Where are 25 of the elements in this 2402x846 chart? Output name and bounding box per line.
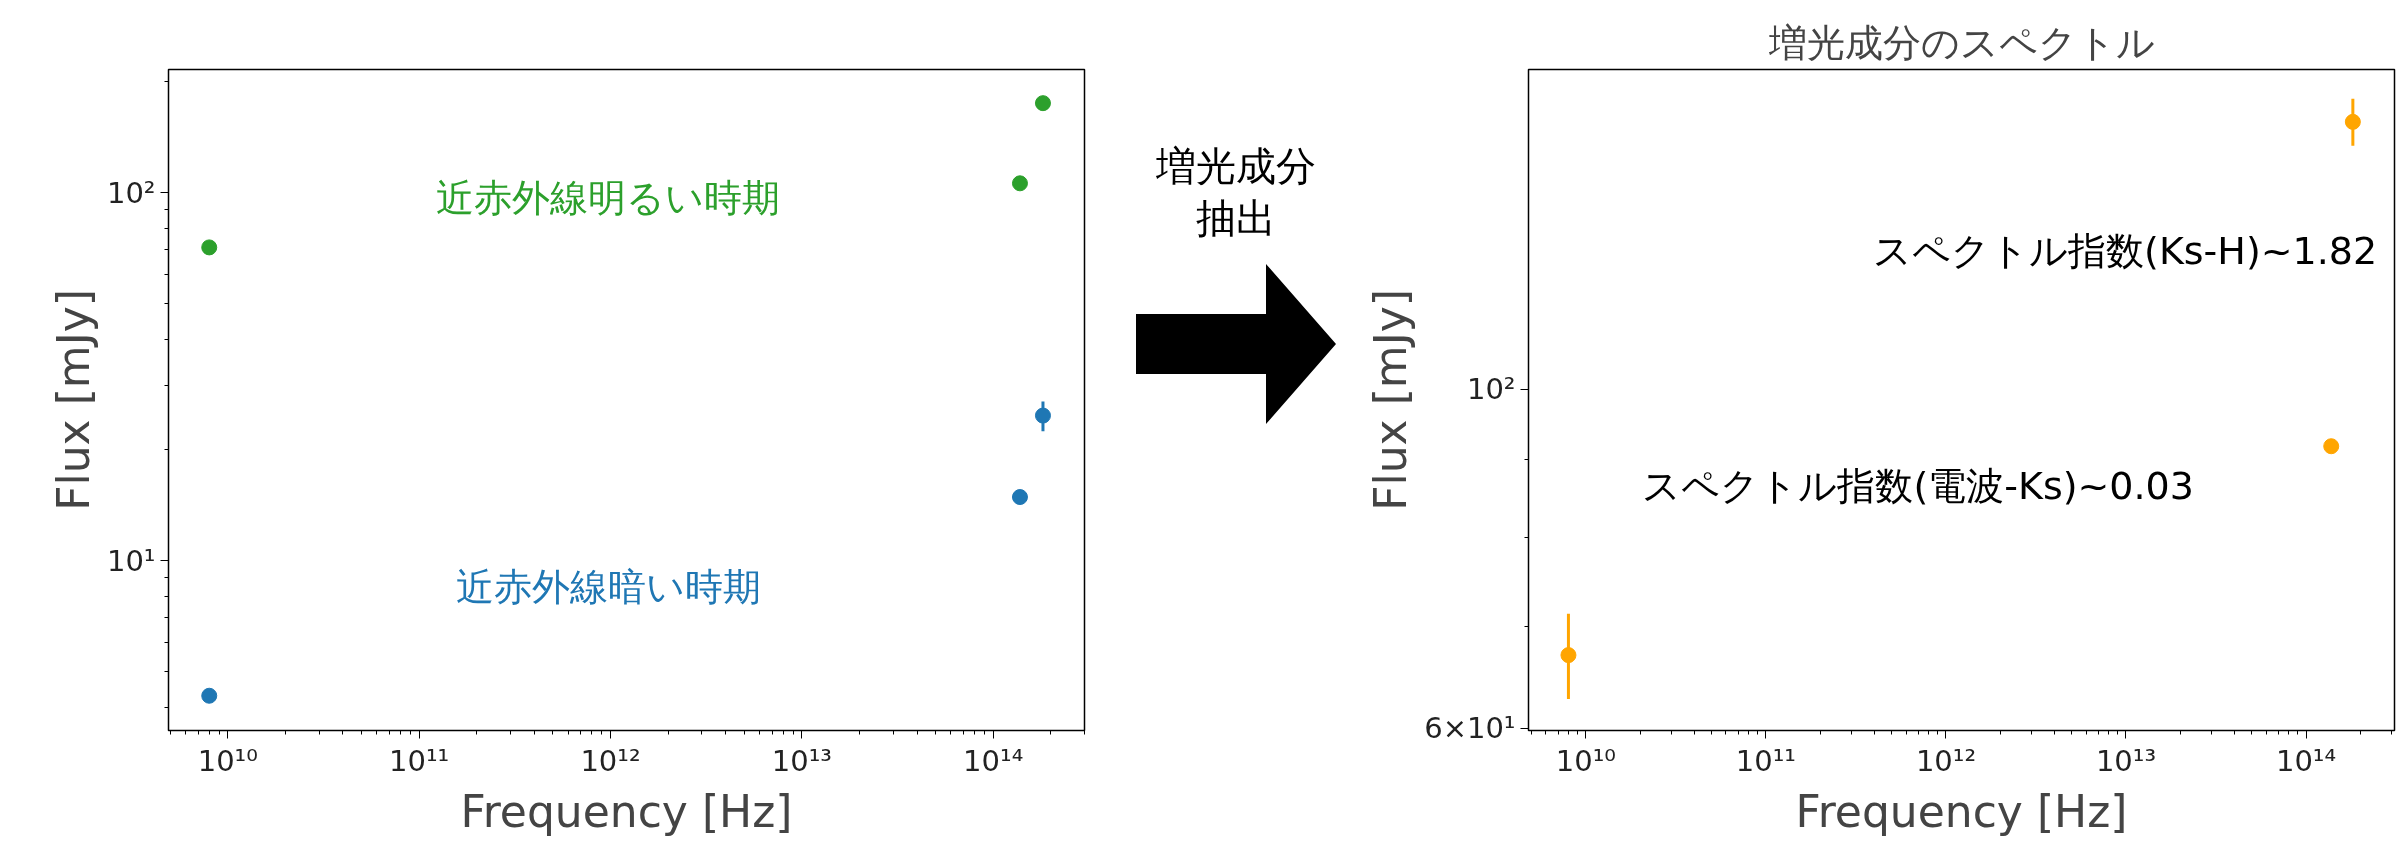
text: 近赤外線暗い時期 [455,565,761,610]
y-axis-title: Flux [mJy] [1365,289,1417,511]
y-tick-label: 10¹ [106,543,156,578]
x-axis-title: Frequency [Hz] [460,785,793,837]
x-axis-title: Frequency [Hz] [1795,785,2128,837]
x-tick-label: 10¹⁰ [197,743,258,778]
y-tick-label: 6×10¹ [1424,711,1516,746]
annotation: スペクトル指数(電波-Ks)~0.03 [1642,463,2194,508]
x-tick-label: 10¹² [580,743,641,778]
x-tick-label: 10¹¹ [389,743,450,778]
x-tick-label: 10¹⁴ [2275,743,2337,778]
chart-title: 増光成分のスペクトル [1767,20,2155,65]
x-tick-label: 10¹¹ [1735,743,1797,778]
x-tick-label: 10¹⁴ [963,743,1024,778]
x-tick-label: 10¹² [1915,743,1977,778]
text: 増光成分 [1156,142,1316,191]
y-tick-label: 10² [1466,372,1516,407]
annotation: スペクトル指数(Ks-H)~1.82 [1873,229,2378,274]
y-tick-label: 10² [106,175,156,210]
text: 抽出 [1196,194,1276,243]
x-tick-label: 10¹⁰ [1555,743,1616,778]
x-tick-label: 10¹³ [771,743,832,778]
text: 近赤外線明るい時期 [436,176,781,221]
y-axis-title: Flux [mJy] [47,289,99,511]
x-tick-label: 10¹³ [2095,743,2157,778]
